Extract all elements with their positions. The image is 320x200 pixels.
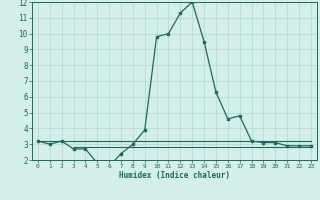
X-axis label: Humidex (Indice chaleur): Humidex (Indice chaleur)	[119, 171, 230, 180]
